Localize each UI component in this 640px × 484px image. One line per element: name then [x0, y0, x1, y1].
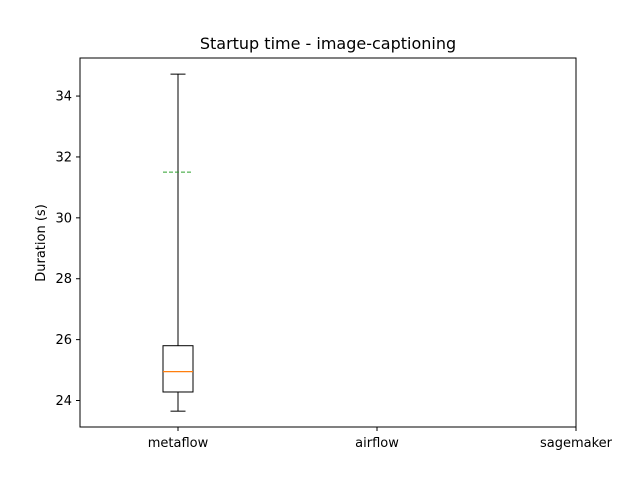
y-tick-label: 30: [55, 211, 72, 226]
x-tick-label: airflow: [355, 436, 399, 451]
y-tick-label: 34: [55, 90, 72, 105]
y-tick-label: 26: [55, 333, 72, 348]
chart-title: Startup time - image-captioning: [200, 34, 456, 53]
x-tick-label: sagemaker: [540, 436, 613, 451]
y-tick-label: 28: [55, 272, 72, 287]
x-tick-label: metaflow: [148, 436, 209, 451]
y-axis-label: Duration (s): [34, 204, 49, 282]
plot-frame: [79, 57, 577, 428]
y-tick-label: 32: [55, 150, 72, 165]
plot-layer: 24 26 28 30 32 34 metaflow airflow sagemaker: [55, 73, 613, 451]
y-tick-label: 24: [55, 394, 72, 409]
iqr-box: [162, 345, 194, 393]
